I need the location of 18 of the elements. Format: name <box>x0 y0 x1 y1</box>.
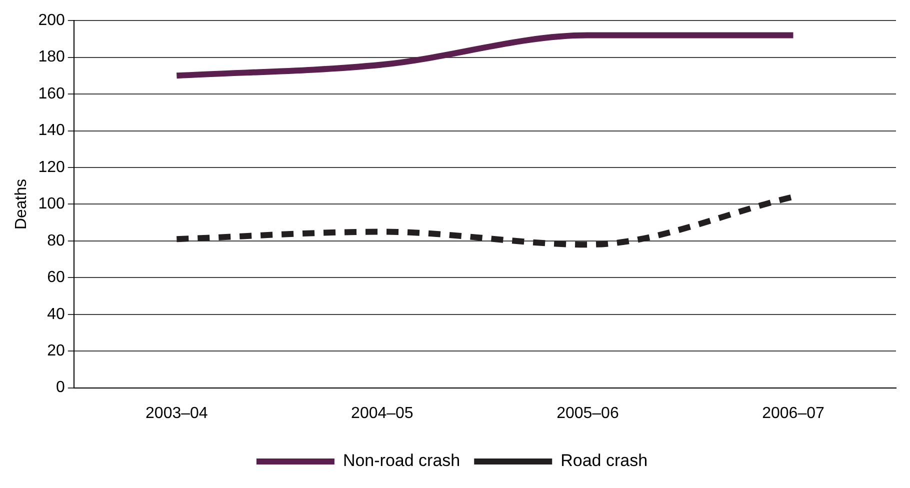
y-tick-label: 80 <box>47 232 65 250</box>
y-tick-label: 60 <box>47 269 65 286</box>
y-tick-label: 40 <box>47 306 65 323</box>
x-tick-label: 2004–05 <box>351 404 414 422</box>
legend-label: Road crash <box>560 451 648 470</box>
y-tick-label: 100 <box>38 196 65 213</box>
x-tick-label: 2006–07 <box>762 404 824 422</box>
y-tick-label: 140 <box>38 122 65 140</box>
y-tick-label: 200 <box>38 12 65 30</box>
y-tick-label: 20 <box>47 342 65 360</box>
y-axis-title: Deaths <box>13 178 30 230</box>
y-tick-label: 0 <box>56 379 65 396</box>
y-tick-label: 180 <box>38 48 65 66</box>
legend-label: Non-road crash <box>342 451 460 470</box>
x-tick-label: 2003–04 <box>146 404 208 422</box>
y-tick-label: 160 <box>38 85 65 102</box>
x-tick-label: 2005–06 <box>556 404 619 422</box>
y-tick-label: 120 <box>38 158 65 176</box>
